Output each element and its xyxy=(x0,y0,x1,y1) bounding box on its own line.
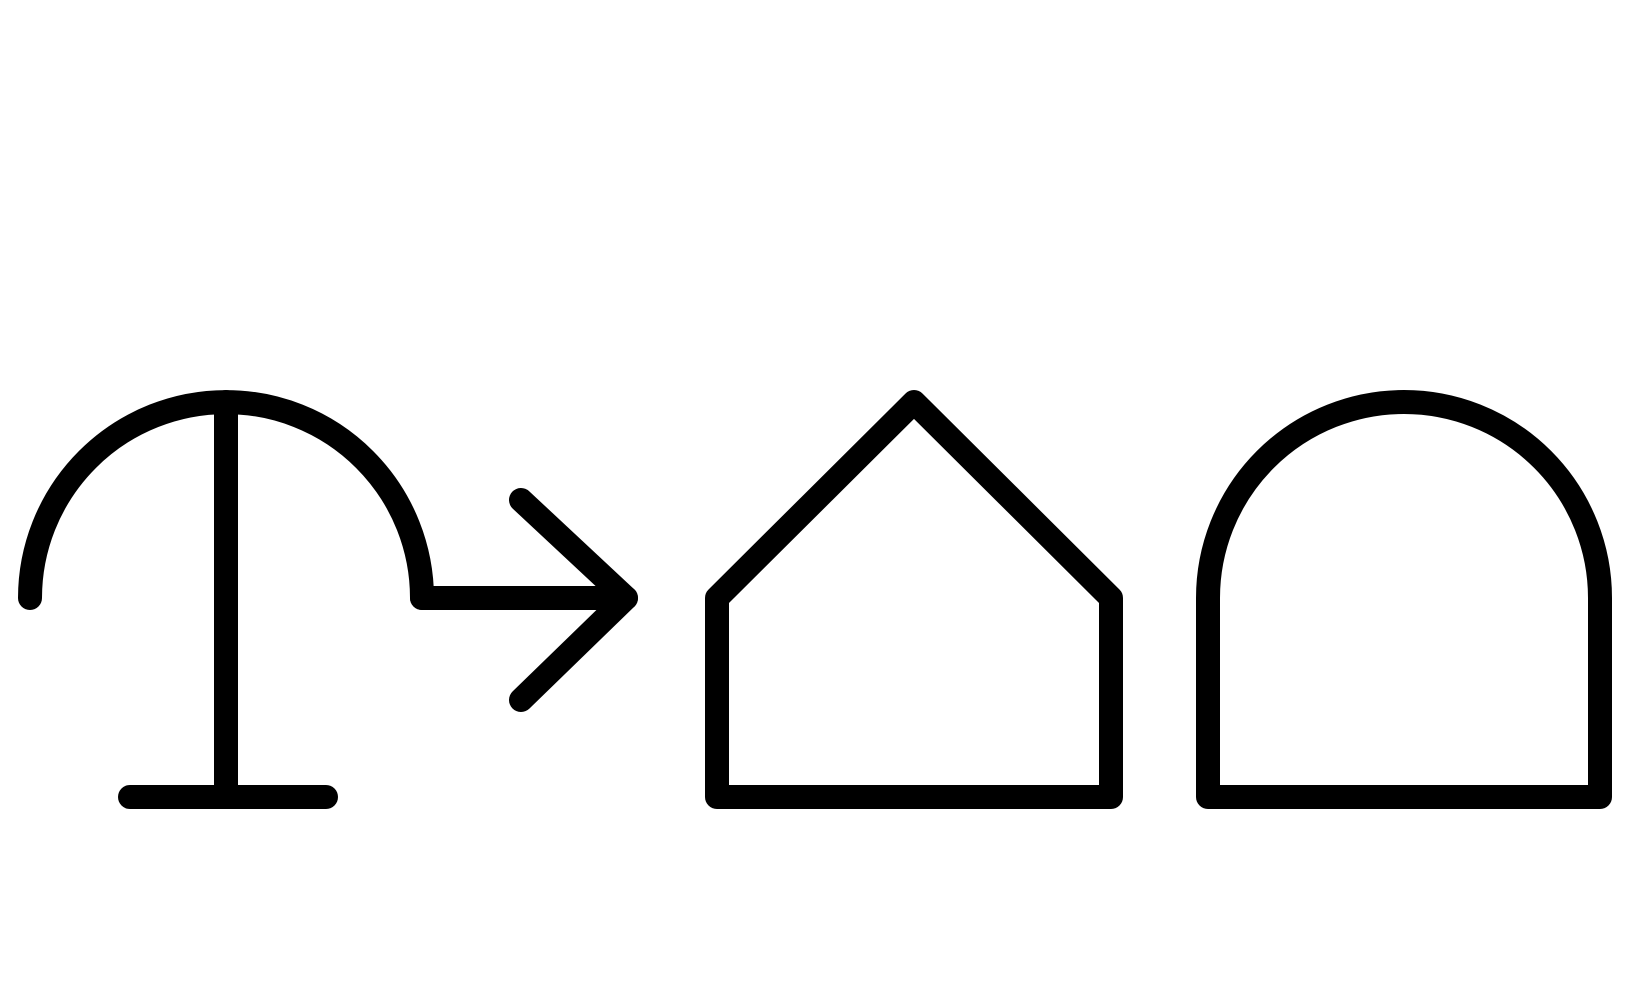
house-outline-icon xyxy=(705,390,1123,809)
arch-outline xyxy=(1196,390,1612,809)
house-outline xyxy=(705,390,1123,809)
right-arrow-icon xyxy=(410,488,638,712)
arrow-head xyxy=(509,488,638,712)
arch-outline-icon xyxy=(1196,390,1612,809)
arc-with-stand-icon xyxy=(18,390,434,809)
